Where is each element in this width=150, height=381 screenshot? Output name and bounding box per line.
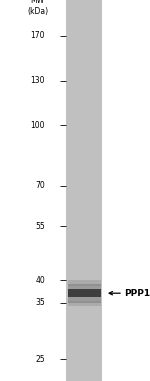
Text: 100: 100 bbox=[30, 121, 45, 130]
Text: 40: 40 bbox=[35, 275, 45, 285]
Text: 170: 170 bbox=[30, 31, 45, 40]
Bar bbox=[66, 0, 102, 381]
Text: PPP1A: PPP1A bbox=[124, 289, 150, 298]
Bar bbox=[68, 298, 100, 303]
Text: MW
(kDa): MW (kDa) bbox=[27, 0, 48, 16]
Text: 55: 55 bbox=[35, 222, 45, 231]
Text: 70: 70 bbox=[35, 181, 45, 190]
Bar bbox=[68, 284, 100, 289]
Text: 25: 25 bbox=[35, 355, 45, 364]
Bar bbox=[68, 280, 100, 285]
Text: 35: 35 bbox=[35, 298, 45, 307]
Bar bbox=[68, 289, 100, 298]
Bar bbox=[68, 301, 100, 306]
Text: 130: 130 bbox=[30, 77, 45, 85]
